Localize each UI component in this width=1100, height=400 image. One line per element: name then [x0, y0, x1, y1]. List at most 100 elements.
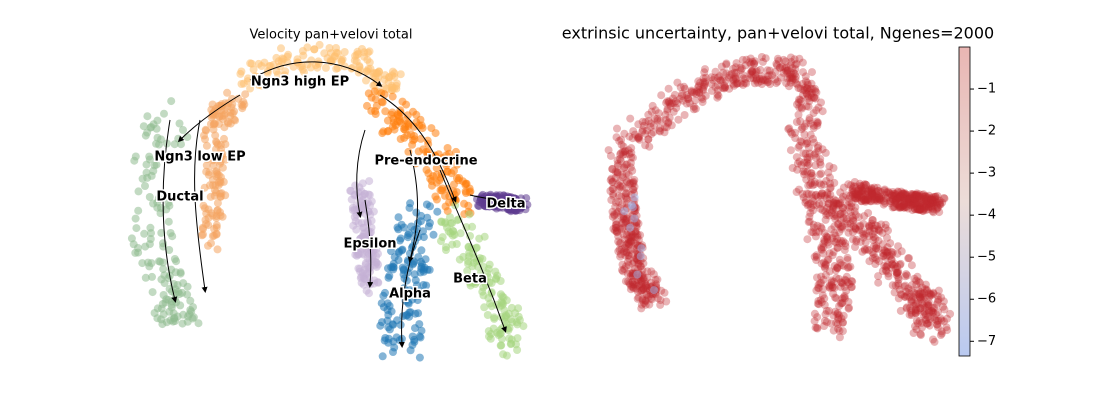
cell	[839, 261, 848, 270]
cell	[617, 192, 626, 201]
cell	[918, 191, 927, 199]
cell	[894, 242, 903, 251]
cell	[875, 195, 884, 204]
cell	[823, 190, 832, 199]
cell	[928, 207, 937, 216]
cell	[850, 207, 859, 216]
cell	[741, 61, 750, 70]
cell	[656, 300, 665, 309]
cell	[912, 290, 921, 299]
cell	[900, 282, 909, 291]
cell	[679, 96, 687, 105]
cell	[868, 216, 877, 224]
cell	[610, 210, 619, 219]
cell	[618, 260, 627, 269]
cell	[716, 76, 725, 85]
cell	[844, 180, 853, 189]
cell	[858, 187, 867, 196]
cell	[628, 250, 637, 259]
cell	[900, 189, 909, 198]
cell	[392, 84, 401, 93]
cell	[482, 202, 491, 211]
cell	[929, 198, 937, 207]
cell	[772, 79, 781, 88]
cell	[801, 149, 810, 158]
cell	[912, 199, 921, 208]
cell	[381, 107, 390, 116]
cell	[891, 260, 900, 269]
cell	[830, 212, 839, 220]
cell	[613, 160, 622, 168]
cell	[782, 63, 791, 72]
cell	[611, 223, 620, 232]
cell	[634, 235, 643, 244]
cell	[838, 278, 846, 287]
cell	[359, 229, 368, 238]
cell	[872, 187, 881, 196]
cell	[874, 186, 883, 195]
cell	[829, 202, 838, 211]
cell	[893, 193, 902, 202]
cell	[613, 168, 622, 177]
cell	[921, 194, 930, 203]
cell	[888, 260, 897, 269]
cell	[653, 294, 662, 303]
cell	[864, 196, 873, 205]
cell	[361, 189, 370, 198]
cell	[871, 253, 880, 262]
cell	[621, 262, 630, 271]
cell	[514, 304, 523, 313]
cell	[939, 302, 947, 311]
cell	[616, 150, 625, 159]
cell	[669, 107, 678, 116]
cell	[639, 274, 647, 283]
cell	[937, 329, 946, 338]
cell	[893, 268, 902, 277]
streamlines	[162, 61, 523, 348]
cell	[846, 181, 855, 190]
cell	[849, 190, 857, 199]
cell	[633, 230, 642, 239]
cell	[896, 203, 905, 212]
cell	[664, 118, 673, 127]
cell	[757, 80, 766, 89]
cell	[783, 69, 792, 78]
cell	[860, 245, 869, 254]
cell	[821, 261, 830, 269]
cell	[636, 262, 645, 271]
cell	[611, 202, 620, 211]
cell	[619, 213, 628, 222]
cell	[833, 234, 842, 243]
cell	[887, 250, 896, 259]
cell	[828, 206, 837, 215]
cell	[869, 236, 878, 244]
cell	[765, 66, 774, 75]
cell	[916, 204, 925, 213]
cell	[515, 316, 524, 325]
cell	[821, 215, 830, 224]
cell	[759, 76, 768, 85]
cell	[626, 280, 635, 289]
uncertainty-panel	[604, 53, 955, 346]
cell	[692, 87, 701, 96]
cell	[876, 196, 885, 205]
cell	[711, 83, 720, 91]
cell	[842, 215, 851, 223]
cell	[898, 193, 907, 202]
cell	[857, 197, 866, 205]
cell	[927, 198, 935, 207]
cell	[817, 279, 826, 288]
cell	[402, 276, 411, 285]
cell	[789, 69, 798, 77]
cell	[923, 299, 932, 308]
cell	[893, 187, 902, 196]
cell	[622, 217, 631, 226]
cell	[845, 203, 854, 212]
cell	[752, 74, 761, 83]
cell	[912, 280, 921, 289]
cell	[415, 320, 424, 329]
cell	[624, 277, 633, 286]
cell	[646, 123, 655, 131]
cell	[915, 205, 924, 214]
cell	[481, 275, 489, 284]
